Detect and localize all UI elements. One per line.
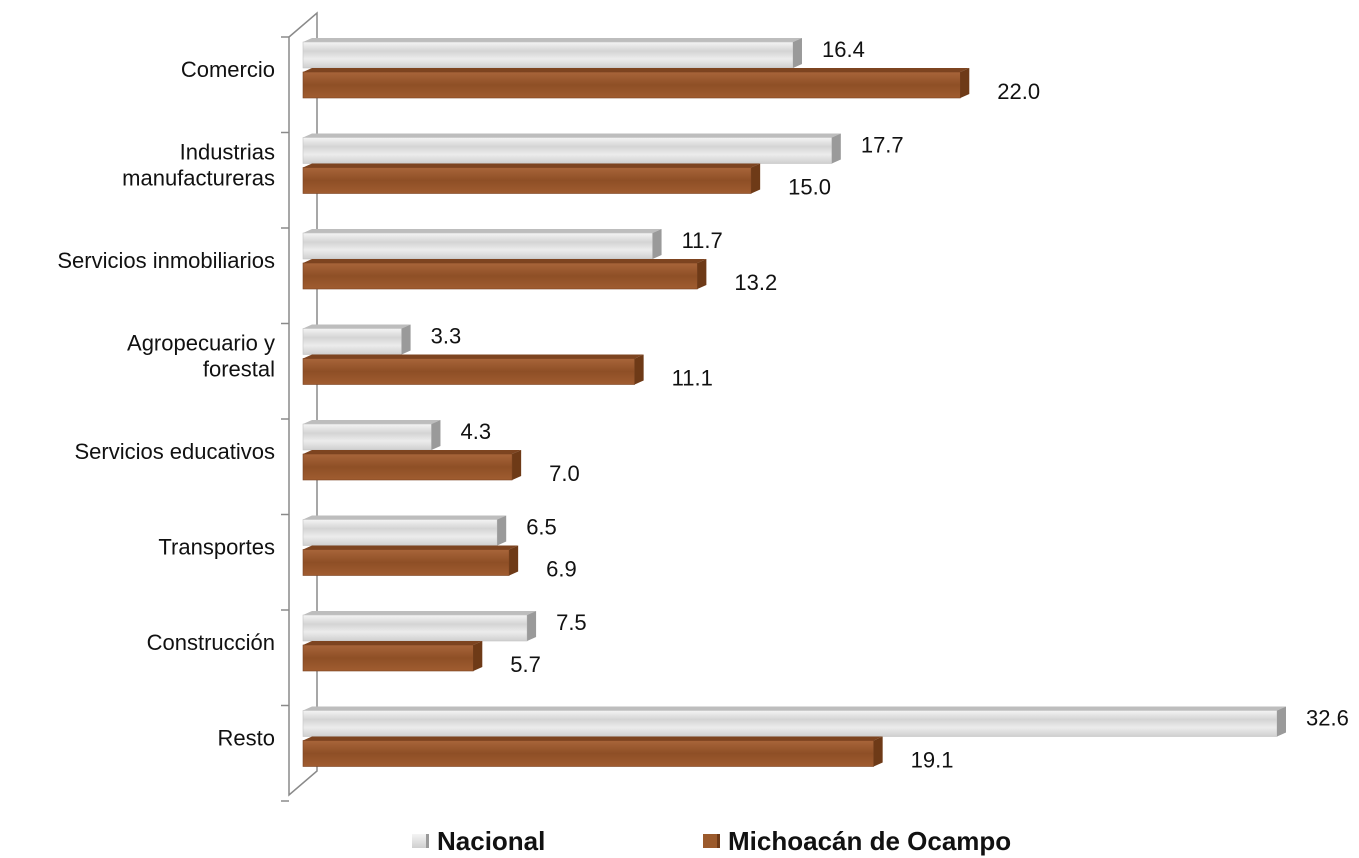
data-label: 17.7 bbox=[861, 133, 904, 158]
bar-nacional bbox=[302, 41, 794, 69]
bar-top-michoacan bbox=[303, 258, 707, 263]
bar-side-nacional bbox=[527, 610, 537, 641]
bar-michoacan bbox=[302, 644, 474, 672]
bar-top-nacional bbox=[303, 133, 841, 138]
bar-michoacan bbox=[302, 71, 961, 99]
chart: Comercio 16.4 22.0 Industriasmanufactureras… bbox=[57, 11, 1349, 802]
bar-top-nacional bbox=[303, 610, 537, 615]
bar-side-nacional bbox=[792, 37, 802, 68]
bar-michoacan bbox=[302, 740, 874, 767]
bar-top-michoacan bbox=[303, 545, 519, 550]
bar-top-nacional bbox=[303, 37, 802, 42]
axis-wall bbox=[288, 11, 318, 797]
category-label: Agropecuario y bbox=[127, 331, 275, 356]
category-label: Resto bbox=[218, 726, 275, 751]
category-label: Comercio bbox=[181, 57, 275, 82]
bar-side-nacional bbox=[431, 419, 441, 450]
legend-label-nacional: Nacional bbox=[437, 825, 546, 856]
bar-side-nacional bbox=[1277, 706, 1286, 737]
bar-top-michoacan bbox=[303, 640, 483, 645]
bar-michoacan bbox=[302, 262, 698, 290]
category-label: Servicios educativos bbox=[74, 439, 275, 464]
data-label: 11.7 bbox=[682, 228, 723, 253]
bar-side-nacional bbox=[497, 515, 507, 546]
bar-side-michoacan bbox=[512, 449, 522, 480]
bar-top-nacional bbox=[303, 324, 411, 329]
bar-side-nacional bbox=[401, 324, 411, 355]
bar-nacional bbox=[302, 710, 1278, 737]
bar-nacional bbox=[302, 137, 833, 164]
bar-top-nacional bbox=[303, 706, 1286, 711]
bar-side-michoacan bbox=[960, 67, 970, 98]
bar-nacional bbox=[302, 519, 498, 546]
bar-michoacan bbox=[302, 167, 752, 194]
bar-nacional bbox=[302, 614, 528, 642]
bar-side-michoacan bbox=[509, 545, 519, 576]
data-label: 7.0 bbox=[549, 461, 580, 486]
bar-michoacan bbox=[302, 549, 510, 576]
bar-top-michoacan bbox=[303, 449, 522, 454]
data-label: 16.4 bbox=[822, 37, 865, 62]
data-label: 7.5 bbox=[556, 610, 587, 635]
bar-side-michoacan bbox=[873, 736, 883, 767]
data-label: 22.0 bbox=[997, 79, 1040, 104]
category-label: Transportes bbox=[158, 535, 275, 560]
data-label: 3.3 bbox=[431, 324, 462, 349]
legend-swatch-michoacan bbox=[703, 834, 720, 848]
legend: Nacional Michoacán de Ocampo bbox=[0, 826, 1359, 858]
data-label: 15.0 bbox=[788, 175, 831, 200]
data-label: 13.2 bbox=[734, 270, 777, 295]
category-label: manufactureras bbox=[122, 166, 275, 191]
bar-top-michoacan bbox=[303, 354, 644, 359]
bar-side-michoacan bbox=[634, 354, 644, 385]
bar-michoacan bbox=[302, 453, 513, 481]
bar-top-nacional bbox=[303, 515, 507, 520]
bar-side-nacional bbox=[652, 228, 662, 259]
data-label: 11.1 bbox=[672, 366, 713, 391]
bar-side-nacional bbox=[831, 133, 841, 164]
bar-top-michoacan bbox=[303, 163, 761, 168]
bar-top-michoacan bbox=[303, 736, 883, 741]
bar-nacional bbox=[302, 328, 402, 355]
bar-top-nacional bbox=[303, 419, 441, 424]
category-label: Construcción bbox=[147, 630, 275, 655]
category-label: Servicios inmobiliarios bbox=[57, 248, 275, 273]
bar-michoacan bbox=[302, 358, 635, 385]
data-label: 5.7 bbox=[510, 652, 541, 677]
bar-side-michoacan bbox=[473, 640, 483, 671]
bar-side-michoacan bbox=[697, 258, 707, 289]
bar-nacional bbox=[302, 232, 653, 260]
category-label: forestal bbox=[203, 357, 275, 382]
data-label: 6.9 bbox=[546, 557, 577, 582]
bar-nacional bbox=[302, 423, 432, 451]
bar-side-michoacan bbox=[751, 163, 761, 194]
legend-swatch-nacional bbox=[412, 834, 429, 848]
bar-top-nacional bbox=[303, 228, 662, 233]
legend-item-nacional: Nacional bbox=[412, 826, 545, 856]
data-label: 32.6 bbox=[1306, 706, 1349, 731]
data-label: 4.3 bbox=[460, 419, 491, 444]
data-label: 19.1 bbox=[911, 748, 954, 773]
legend-item-michoacan: Michoacán de Ocampo bbox=[703, 826, 1011, 856]
bar-top-michoacan bbox=[303, 67, 970, 72]
category-label: Industrias bbox=[180, 140, 275, 165]
legend-label-michoacan: Michoacán de Ocampo bbox=[728, 825, 1012, 856]
data-label: 6.5 bbox=[526, 515, 557, 540]
